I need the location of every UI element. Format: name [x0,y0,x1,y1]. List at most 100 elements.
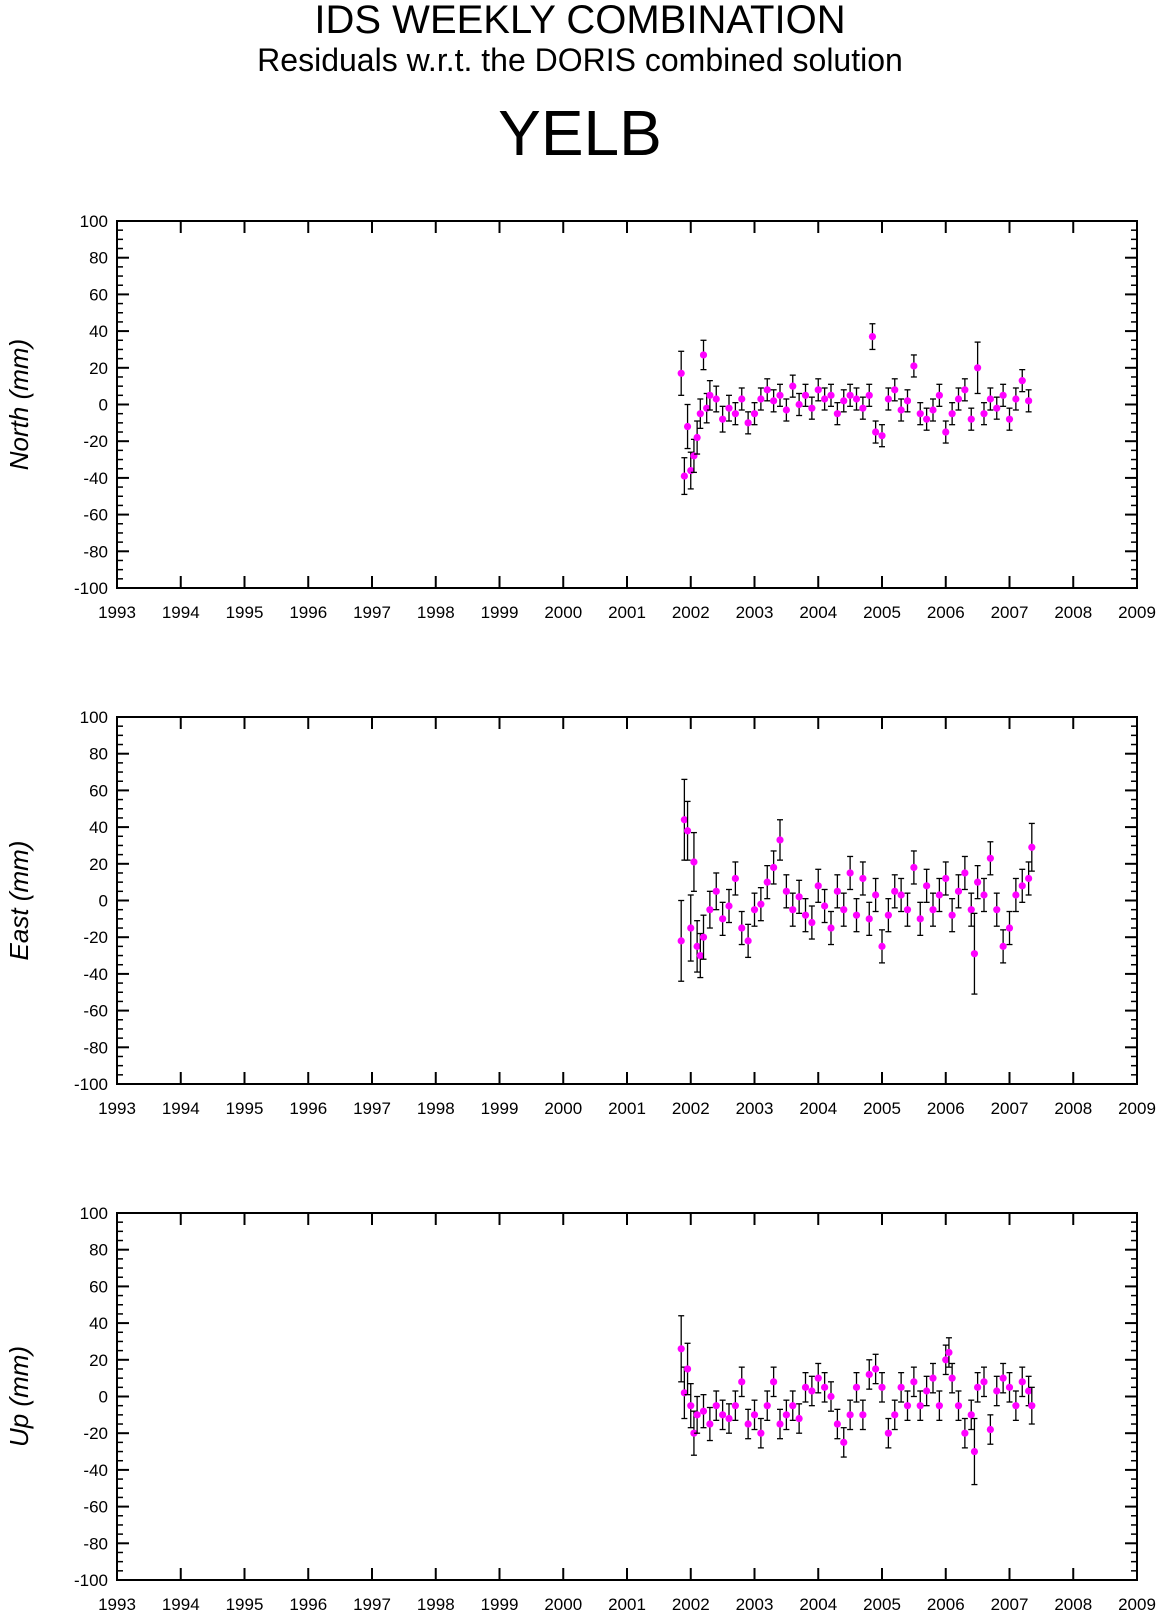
y-tick-label: 40 [89,322,108,341]
data-point [903,906,912,914]
data-point [795,400,803,409]
data-point [706,391,714,399]
x-tick-label: 2009 [1118,1595,1156,1614]
data-point [929,906,937,914]
data-point [776,391,784,399]
y-tick-label: -60 [83,506,108,525]
y-tick-label: -100 [74,579,108,598]
data-point [795,893,803,901]
x-tick-label: 2008 [1054,1595,1092,1614]
data-point [808,918,816,927]
data-point [763,386,771,394]
data-point [967,1411,975,1419]
x-tick-label: 2004 [799,603,837,622]
data-point [961,386,969,394]
data-point [993,906,1001,914]
data-point [929,1374,937,1382]
data-point [693,1411,701,1419]
x-tick-label: 2007 [991,1595,1029,1614]
x-tick-label: 2003 [736,1099,774,1118]
y-tick-label: -40 [83,965,108,984]
data-point [945,1348,953,1357]
data-point [852,1383,861,1391]
y-tick-label: 100 [80,1204,108,1223]
x-tick-label: 2008 [1054,603,1092,622]
data-point [878,1383,886,1391]
data-point [699,351,708,359]
x-tick-label: 2002 [672,1099,710,1118]
x-tick-label: 2005 [863,1099,901,1118]
data-point [859,874,867,883]
data-point [884,1429,892,1437]
data-point [999,391,1007,399]
data-point [757,1429,765,1437]
data-point [690,1429,698,1437]
y-axis-label: East (mm) [4,841,34,961]
data-point [993,1387,1001,1395]
x-tick-label: 2009 [1118,603,1156,622]
data-point [872,1365,880,1373]
y-tick-label: -40 [83,1461,108,1480]
data-point [683,1365,692,1373]
y-tick-label: -100 [74,1571,108,1590]
data-point [833,410,841,418]
data-point [782,1411,790,1419]
station-name: YELB [498,97,662,169]
data-point [970,950,979,958]
data-point [719,1411,727,1419]
y-tick-label: -100 [74,1075,108,1094]
data-point [814,882,822,890]
data-point [821,902,829,910]
data-point [910,362,918,370]
data-point [750,410,759,418]
x-tick-label: 1995 [226,1099,264,1118]
data-point [693,433,701,442]
data-point [942,1356,950,1364]
y-tick-label: 0 [99,1388,108,1407]
data-point [999,942,1007,950]
x-tick-label: 1997 [353,603,391,622]
data-point [916,1402,924,1410]
data-point [801,391,810,399]
data-point [897,891,905,899]
data-point [690,452,698,460]
x-tick-label: 2003 [736,603,774,622]
data-point [699,933,708,941]
data-point [687,1402,695,1410]
data-point [680,472,688,480]
data-point [859,1411,867,1419]
y-tick-label: -20 [83,432,108,451]
x-tick-label: 2005 [863,603,901,622]
x-tick-label: 2004 [799,1099,837,1118]
x-tick-label: 2001 [608,1099,646,1118]
data-point [948,410,956,418]
data-point [731,1402,739,1410]
data-point [687,466,695,475]
y-tick-label: 60 [89,285,108,304]
data-point [789,382,797,390]
y-tick-label: -20 [83,928,108,947]
x-tick-label: 2005 [863,1595,901,1614]
data-point [757,900,765,908]
data-point [884,395,892,403]
data-point [1005,415,1014,423]
x-tick-label: 2000 [544,1595,582,1614]
data-point [738,1378,746,1386]
data-point [731,410,739,418]
data-point [833,887,841,895]
x-tick-label: 2002 [672,1595,710,1614]
data-point [719,415,727,423]
x-tick-label: 2006 [927,603,965,622]
y-tick-label: 80 [89,745,108,764]
data-point [897,406,905,414]
data-point [986,395,994,403]
data-point [999,1374,1007,1382]
data-point [1018,882,1026,890]
data-point [706,1420,714,1428]
data-point [916,915,924,923]
data-point [683,827,692,835]
y-tick-label: -80 [83,542,108,561]
data-point [859,404,867,412]
data-point [1012,1402,1020,1410]
